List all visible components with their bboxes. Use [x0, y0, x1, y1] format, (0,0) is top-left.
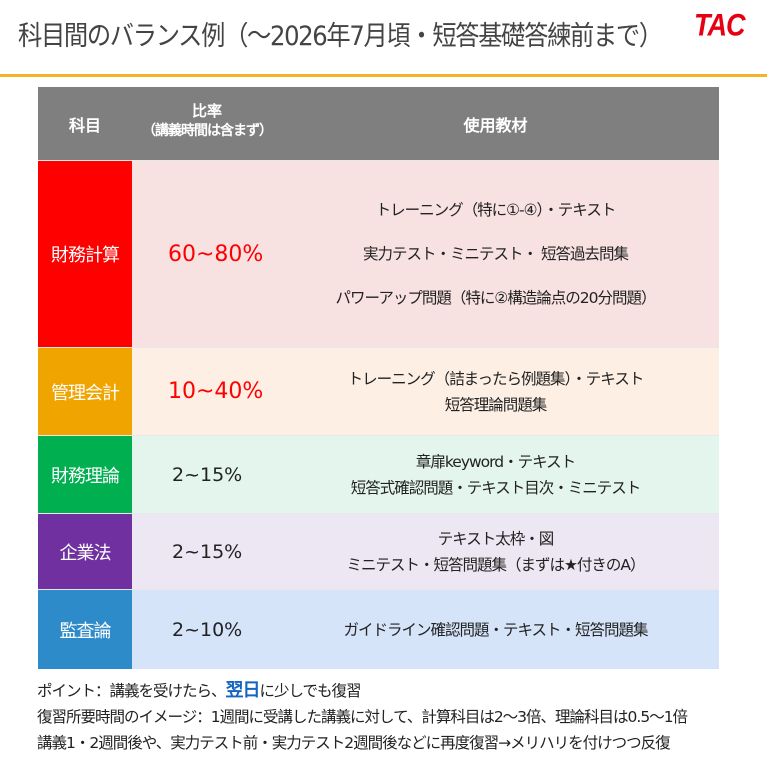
- material-item: 短答理論問題集: [444, 395, 548, 414]
- material-item: テキスト太枠・図: [437, 529, 555, 548]
- ratio-cell: 60~80%: [168, 241, 264, 267]
- table-row-kansaron: 監査論 2~10% ガイドライン確認問題・テキスト・短答問題集: [38, 589, 719, 669]
- subject-cell: 財務計算: [38, 161, 132, 347]
- ratio-header-label: 比率: [191, 101, 222, 120]
- table-row-kanri-kaikei: 管理会計 10~40% トレーニング（詰まったら例題集）・テキスト 短答理論問題…: [38, 347, 719, 435]
- material-item: ミニテスト・短答問題集（まずは★付きのA）: [346, 555, 645, 574]
- point-note: ポイント：講義を受けたら、翌日に少しでも復習: [37, 678, 767, 704]
- material-item: 章扉keyword・テキスト: [415, 452, 576, 471]
- point-highlight: 翌日: [225, 680, 261, 701]
- table-header-row: 科目 比率 （講義時間は含まず） 使用教材: [38, 87, 719, 160]
- point-prefix: ポイント：講義を受けたら、: [37, 682, 227, 700]
- material-item: トレーニング（詰まったら例題集）・テキスト: [347, 369, 645, 388]
- review-time-note: 復習所要時間のイメージ：1週間に受講した講義に対して、計算科目は2～3倍、理論科…: [37, 708, 688, 726]
- table-row-kigyouhou: 企業法 2~15% テキスト太枠・図 ミニテスト・短答問題集（まずは★付きのA）: [38, 513, 719, 589]
- subject-balance-table: 科目 比率 （講義時間は含まず） 使用教材 財務計算 60~80% トレーニング…: [38, 87, 719, 669]
- subject-cell: 財務理論: [38, 436, 132, 513]
- material-item: 実力テスト・ミニテスト・ 短答過去問集: [363, 245, 629, 263]
- footer-notes: ポイント：講義を受けたら、翌日に少しでも復習 復習所要時間のイメージ：1週間に受…: [37, 678, 767, 756]
- subject-cell: 管理会計: [38, 348, 132, 435]
- ratio-cell: 2~10%: [172, 618, 243, 641]
- table-row-zaimu-keisan: 財務計算 60~80% トレーニング（特に①-④）・テキスト 実力テスト・ミニテ…: [38, 160, 719, 347]
- ratio-cell: 2~15%: [172, 463, 243, 486]
- review-schedule-note: 講義1・2週間後や、実力テスト前・実力テスト2週間後などに再度復習→メリハリを付…: [37, 734, 671, 752]
- material-item: ガイドライン確認問題・テキスト・短答問題集: [343, 620, 648, 639]
- point-suffix: に少しでも復習: [259, 682, 362, 700]
- materials-cell: トレーニング（特に①-④）・テキスト 実力テスト・ミニテスト・ 短答過去問集 パ…: [282, 161, 719, 347]
- materials-cell: ガイドライン確認問題・テキスト・短答問題集: [282, 590, 719, 669]
- materials-cell: テキスト太枠・図 ミニテスト・短答問題集（まずは★付きのA）: [282, 514, 719, 589]
- subject-cell: 企業法: [38, 514, 132, 589]
- page-title: 科目間のバランス例（～2026年7月頃・短答基礎答練前まで）: [18, 21, 663, 52]
- ratio-header-note: （講義時間は含まず）: [142, 122, 273, 139]
- material-item: パワーアップ問題（特に②構造論点の20分問題）: [335, 289, 656, 307]
- tac-logo: TAC: [694, 8, 745, 43]
- subject-cell: 監査論: [38, 590, 132, 669]
- ratio-cell: 2~15%: [172, 540, 243, 563]
- column-header-ratio: 比率 （講義時間は含まず）: [132, 87, 282, 160]
- materials-cell: トレーニング（詰まったら例題集）・テキスト 短答理論問題集: [282, 348, 719, 435]
- ratio-cell: 10~40%: [168, 379, 264, 404]
- materials-cell: 章扉keyword・テキスト 短答式確認問題・テキスト目次・ミニテスト: [282, 436, 719, 513]
- material-item: トレーニング（特に①-④）・テキスト: [375, 201, 617, 219]
- table-row-zaimu-riron: 財務理論 2~15% 章扉keyword・テキスト 短答式確認問題・テキスト目次…: [38, 435, 719, 513]
- material-item: 短答式確認問題・テキスト目次・ミニテスト: [350, 478, 642, 497]
- column-header-subject: 科目: [68, 115, 101, 135]
- column-header-materials: 使用教材: [463, 115, 528, 135]
- title-underline-divider: [0, 74, 767, 77]
